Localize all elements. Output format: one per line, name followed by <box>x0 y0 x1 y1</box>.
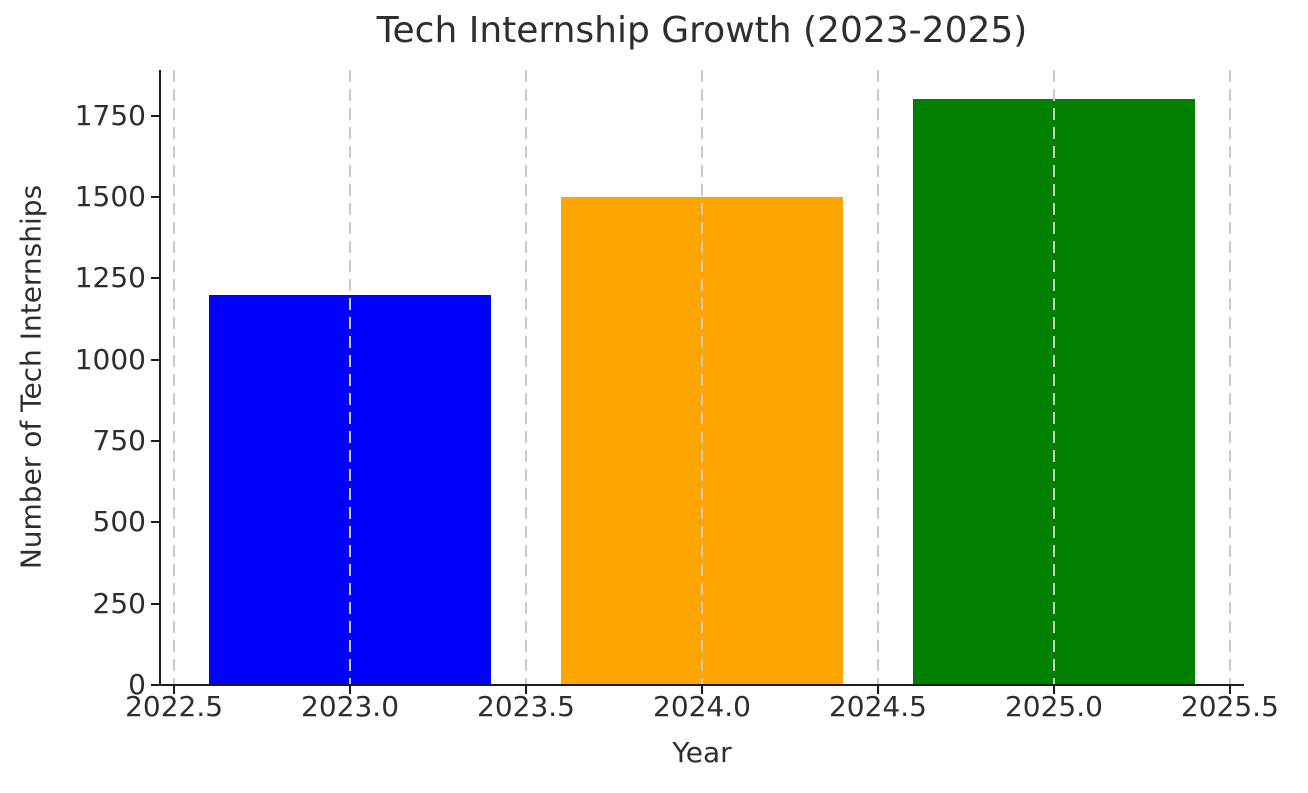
x-tick-mark <box>1228 686 1231 694</box>
x-tick-label: 2023.5 <box>477 690 575 723</box>
x-tick-mark <box>701 686 703 694</box>
y-tick-mark <box>151 439 159 442</box>
gridline <box>173 70 176 684</box>
x-tick-label: 2025.0 <box>1004 690 1103 723</box>
gridline <box>1228 70 1231 684</box>
left-spine <box>159 70 161 686</box>
x-tick-label: 2024.0 <box>653 690 751 723</box>
y-tick-label: 750 <box>92 423 146 457</box>
x-axis-label: Year <box>672 736 732 769</box>
gridline <box>349 70 352 684</box>
y-tick-label: 1500 <box>74 179 146 213</box>
y-tick-mark <box>151 358 159 361</box>
x-tick-label: 2025.5 <box>1180 690 1279 723</box>
x-tick-label: 2022.5 <box>125 690 224 723</box>
y-tick-label: 1000 <box>74 342 146 376</box>
y-tick-label: 1250 <box>74 261 146 295</box>
gridline <box>1052 70 1055 684</box>
y-tick-label: 0 <box>128 668 146 701</box>
y-tick-mark <box>151 684 159 686</box>
y-tick-mark <box>151 114 159 117</box>
y-tick-mark <box>151 521 159 524</box>
y-tick-mark <box>151 277 159 280</box>
y-tick-mark <box>151 195 159 198</box>
y-tick-label: 250 <box>92 586 146 620</box>
x-tick-mark <box>173 686 176 694</box>
gridline <box>876 70 879 684</box>
gridline <box>525 70 528 684</box>
y-tick-mark <box>151 602 159 605</box>
y-tick-label: 500 <box>92 505 146 539</box>
x-tick-mark <box>349 686 352 694</box>
gridline <box>701 70 703 684</box>
x-tick-mark <box>1052 686 1055 694</box>
bottom-spine <box>159 684 1244 686</box>
x-tick-label: 2024.5 <box>828 690 927 723</box>
x-tick-label: 2023.0 <box>301 690 400 723</box>
x-tick-mark <box>525 686 528 694</box>
y-axis-label: Number of Tech Internships <box>14 184 48 570</box>
chart-title: Tech Internship Growth (2023-2025) <box>376 10 1028 51</box>
y-tick-label: 1750 <box>74 98 146 132</box>
x-tick-mark <box>876 686 879 694</box>
